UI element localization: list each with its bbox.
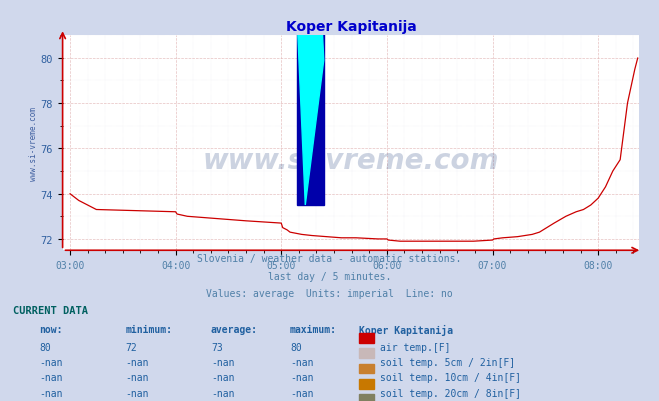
Text: -nan: -nan [40, 357, 63, 367]
Text: maximum:: maximum: [290, 324, 337, 334]
Text: -nan: -nan [290, 373, 314, 383]
Text: -nan: -nan [40, 388, 63, 398]
Bar [359, 364, 374, 373]
Text: www.si-vreme.com: www.si-vreme.com [203, 146, 499, 174]
Polygon shape [297, 0, 313, 25]
Y-axis label: www.si-vreme.com: www.si-vreme.com [28, 106, 38, 180]
Title: Koper Kapitanija: Koper Kapitanija [285, 20, 416, 34]
Text: Slovenia / weather data - automatic stations.: Slovenia / weather data - automatic stat… [197, 254, 462, 263]
Text: -nan: -nan [290, 388, 314, 398]
Text: -nan: -nan [211, 357, 235, 367]
Text: -nan: -nan [211, 373, 235, 383]
Text: 72: 72 [125, 342, 137, 352]
Bar [297, 0, 324, 205]
Bar [359, 379, 374, 389]
Text: -nan: -nan [125, 388, 149, 398]
Text: minimum:: minimum: [125, 324, 172, 334]
Text: -nan: -nan [290, 357, 314, 367]
Text: average:: average: [211, 324, 258, 334]
Text: CURRENT DATA: CURRENT DATA [13, 306, 88, 316]
Text: soil temp. 5cm / 2in[F]: soil temp. 5cm / 2in[F] [380, 357, 515, 367]
Text: Values: average  Units: imperial  Line: no: Values: average Units: imperial Line: no [206, 288, 453, 298]
Bar [359, 394, 374, 401]
Text: now:: now: [40, 324, 63, 334]
Text: -nan: -nan [211, 388, 235, 398]
Text: 80: 80 [290, 342, 302, 352]
Text: soil temp. 10cm / 4in[F]: soil temp. 10cm / 4in[F] [380, 373, 521, 383]
Text: air temp.[F]: air temp.[F] [380, 342, 451, 352]
Polygon shape [297, 0, 324, 205]
Text: 73: 73 [211, 342, 223, 352]
Text: soil temp. 20cm / 8in[F]: soil temp. 20cm / 8in[F] [380, 388, 521, 398]
Text: Koper Kapitanija: Koper Kapitanija [359, 324, 453, 335]
Text: 80: 80 [40, 342, 51, 352]
Text: -nan: -nan [125, 357, 149, 367]
Text: -nan: -nan [40, 373, 63, 383]
Text: last day / 5 minutes.: last day / 5 minutes. [268, 271, 391, 281]
Bar [359, 348, 374, 358]
Text: -nan: -nan [125, 373, 149, 383]
Bar [359, 333, 374, 343]
